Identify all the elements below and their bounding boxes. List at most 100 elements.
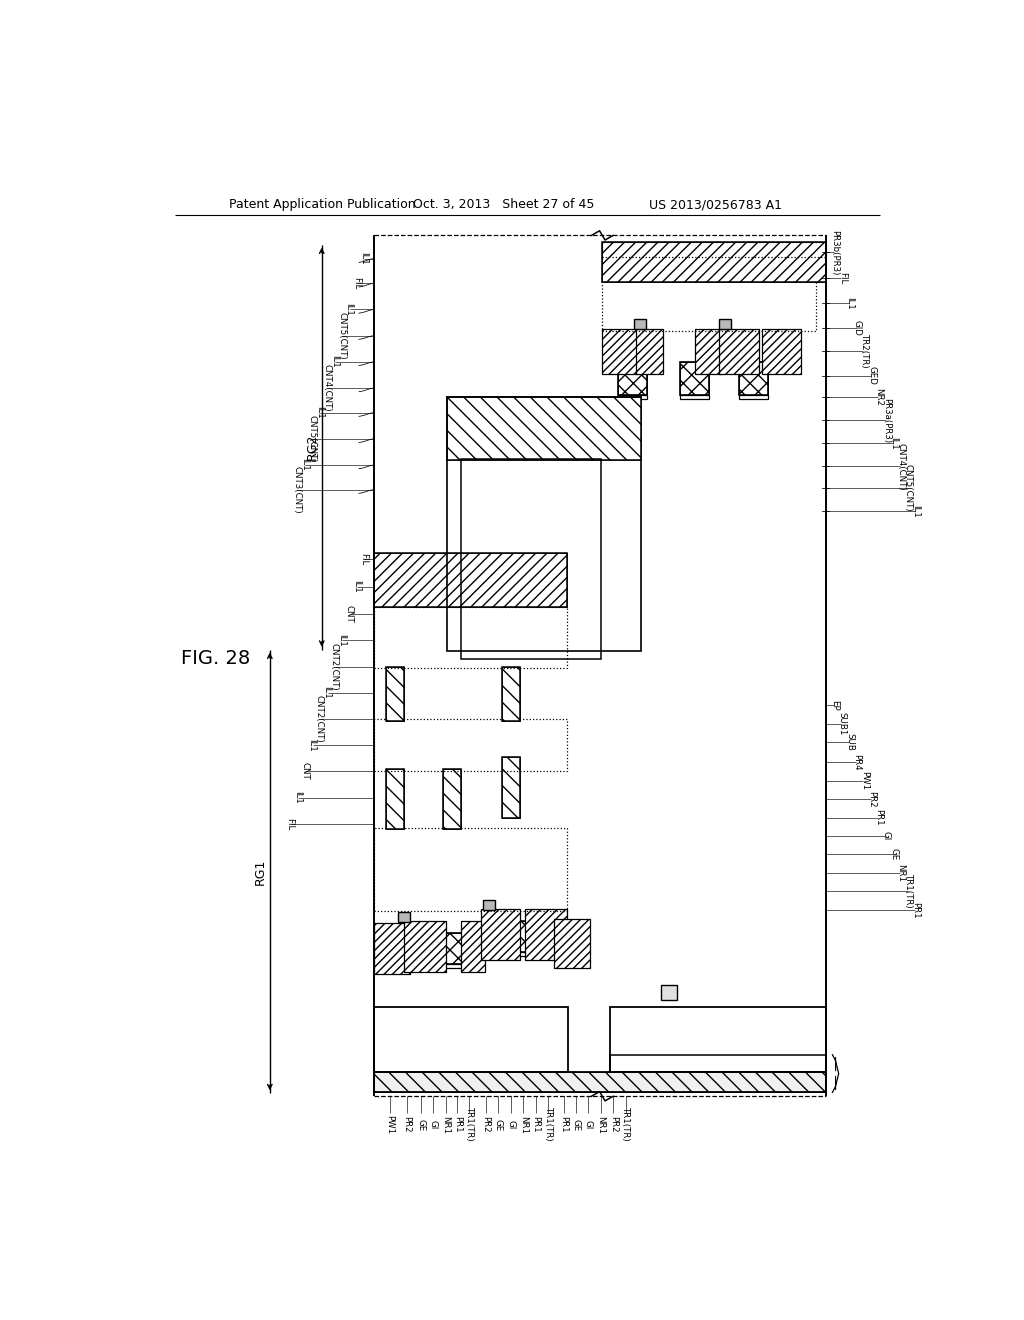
Bar <box>403 921 445 972</box>
Text: TR1(TR): TR1(TR) <box>904 874 913 908</box>
Bar <box>382 964 410 969</box>
Text: RG2: RG2 <box>306 434 318 461</box>
Bar <box>382 933 410 964</box>
Bar <box>680 363 710 395</box>
Text: IL1: IL1 <box>307 739 316 751</box>
Text: NR1: NR1 <box>519 1115 527 1134</box>
Bar <box>403 921 445 972</box>
Text: IL1: IL1 <box>359 252 368 265</box>
Bar <box>503 758 520 817</box>
Text: FIL: FIL <box>286 817 295 830</box>
Text: CNT5(CNT): CNT5(CNT) <box>307 414 316 462</box>
Text: IL1: IL1 <box>889 437 898 450</box>
Bar <box>634 318 646 329</box>
Text: PR2: PR2 <box>481 1117 490 1133</box>
Bar <box>375 1072 825 1093</box>
Bar <box>610 1055 825 1072</box>
Text: PR3a(PR3): PR3a(PR3) <box>882 397 891 442</box>
Text: IL1: IL1 <box>337 634 346 647</box>
Bar <box>554 919 590 969</box>
Text: NR2: NR2 <box>874 388 884 407</box>
Text: IL1: IL1 <box>344 304 353 315</box>
Bar <box>636 330 663 374</box>
Bar <box>617 395 647 400</box>
Bar <box>636 330 663 374</box>
Bar <box>441 933 469 964</box>
Bar <box>602 330 638 374</box>
Bar <box>500 921 528 952</box>
Bar <box>662 985 677 1001</box>
Text: TR1(TR): TR1(TR) <box>621 1107 630 1142</box>
Bar <box>503 667 520 721</box>
Bar <box>461 459 601 659</box>
Bar <box>738 395 768 400</box>
Text: PR3b(PR3): PR3b(PR3) <box>830 230 840 275</box>
Bar <box>524 909 566 960</box>
Text: TR1(TR): TR1(TR) <box>544 1107 553 1142</box>
Text: PR2: PR2 <box>867 791 877 808</box>
Text: IL1: IL1 <box>293 791 302 804</box>
Bar <box>447 397 641 461</box>
Text: PR1: PR1 <box>559 1117 568 1133</box>
Text: CNT: CNT <box>300 763 309 780</box>
Text: CNT: CNT <box>344 606 353 623</box>
Bar <box>500 952 528 956</box>
Text: US 2013/0256783 A1: US 2013/0256783 A1 <box>649 198 781 211</box>
Text: CNT2(CNT): CNT2(CNT) <box>315 696 324 743</box>
Text: PR1: PR1 <box>911 902 921 919</box>
Bar <box>684 246 702 281</box>
Text: GID: GID <box>852 319 861 335</box>
Text: PR2: PR2 <box>608 1117 617 1133</box>
Text: FIL: FIL <box>359 553 368 565</box>
Bar <box>461 921 484 972</box>
Text: FIG. 28: FIG. 28 <box>181 649 250 668</box>
Bar <box>684 246 702 281</box>
Text: IL1: IL1 <box>315 407 324 418</box>
Bar <box>386 770 403 829</box>
Bar <box>610 1007 825 1072</box>
Text: CNT2(CNT): CNT2(CNT) <box>330 643 339 690</box>
Text: PW1: PW1 <box>860 771 868 791</box>
Bar <box>602 242 825 281</box>
Text: CNT4(CNT): CNT4(CNT) <box>323 364 332 412</box>
Text: GI: GI <box>506 1121 515 1130</box>
Bar <box>375 553 566 607</box>
Bar <box>375 607 566 668</box>
Bar <box>524 909 566 960</box>
Bar <box>695 330 722 374</box>
Text: CNT5(CNT): CNT5(CNT) <box>337 312 346 359</box>
Bar <box>503 758 520 817</box>
Text: IL1: IL1 <box>845 297 854 309</box>
Text: GI: GI <box>429 1121 438 1130</box>
Text: RG1: RG1 <box>254 858 267 884</box>
Bar <box>602 242 825 257</box>
Text: NR1: NR1 <box>897 865 905 882</box>
Text: NR1: NR1 <box>441 1115 451 1134</box>
Text: CNT3(CNT): CNT3(CNT) <box>293 466 302 513</box>
Bar <box>624 246 642 281</box>
Text: GE: GE <box>571 1118 581 1131</box>
Bar <box>443 770 461 829</box>
Bar <box>554 919 590 969</box>
Bar <box>375 1072 825 1093</box>
Text: IL1: IL1 <box>323 686 332 700</box>
Text: PR1: PR1 <box>531 1117 540 1133</box>
Bar <box>695 330 722 374</box>
Bar <box>441 964 469 969</box>
Bar <box>500 921 528 952</box>
Text: CNT4(CNT): CNT4(CNT) <box>897 442 905 490</box>
Text: GI: GI <box>584 1121 593 1130</box>
Bar <box>742 246 761 281</box>
Bar <box>375 553 566 607</box>
Bar <box>680 363 710 395</box>
Text: SUB1: SUB1 <box>838 711 847 735</box>
Text: SUB: SUB <box>845 733 854 751</box>
Bar <box>742 246 761 281</box>
Bar <box>447 397 641 651</box>
Text: GI: GI <box>882 832 891 841</box>
Bar <box>447 397 641 461</box>
Bar <box>386 667 403 721</box>
Bar <box>481 909 520 960</box>
Bar <box>375 923 410 974</box>
Text: PR1: PR1 <box>874 809 884 826</box>
